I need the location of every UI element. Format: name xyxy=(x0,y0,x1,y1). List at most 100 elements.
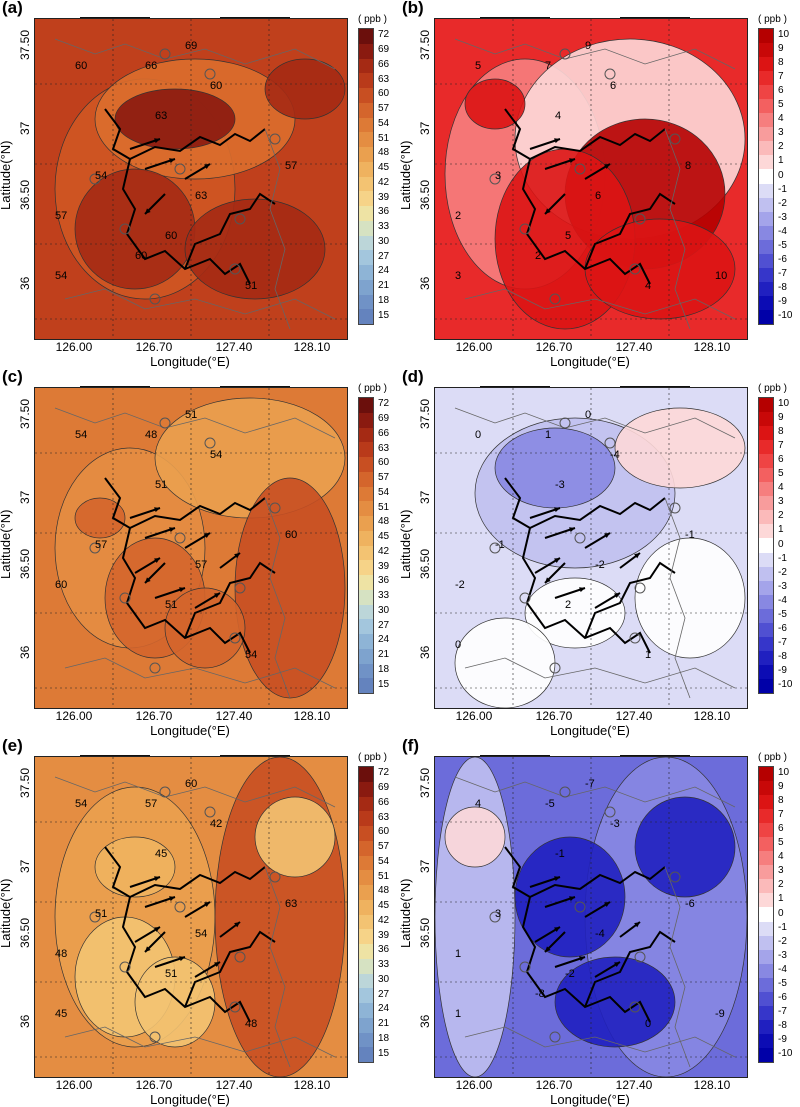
colorbar-tick-label: 63 xyxy=(378,442,390,454)
colorbar-segment xyxy=(359,29,373,44)
colorbar-tick-label: 9 xyxy=(778,781,784,793)
contour-label: -2 xyxy=(595,559,605,571)
contour-label: 51 xyxy=(185,409,197,421)
wind-arrow xyxy=(144,896,176,908)
wind-arrow xyxy=(544,158,576,170)
wind-arrow xyxy=(544,931,566,953)
x-tick-label: 126.00 xyxy=(455,709,493,723)
colorbar-tick-label: 10 xyxy=(778,29,790,41)
colorbar-segment xyxy=(359,767,373,782)
contour-label: 8 xyxy=(685,160,691,172)
y-tick-text: 37 xyxy=(418,859,432,873)
colorbar-tick-label: -7 xyxy=(778,1005,787,1017)
station-marker xyxy=(159,48,171,60)
colorbar-segment xyxy=(759,496,773,511)
colorbar-segment xyxy=(359,944,373,959)
colorbar-tick-label: -9 xyxy=(778,295,787,307)
contour-label: 66 xyxy=(145,60,157,72)
colorbar-tick-label: 33 xyxy=(378,221,390,233)
colorbar-tick-label: 57 xyxy=(378,472,390,484)
region-boundary xyxy=(504,477,651,654)
colorbar-unit: ( ppb ) xyxy=(358,383,387,394)
colorbar-segment xyxy=(759,309,773,324)
colorbar-segment xyxy=(759,99,773,114)
province-boundary xyxy=(664,866,691,1068)
colorbar-tick-label: 1 xyxy=(778,893,784,905)
station-marker xyxy=(204,806,216,818)
region-boundary xyxy=(129,128,266,160)
y-tick-text: 37.50 xyxy=(418,398,432,429)
colorbar-segment xyxy=(759,622,773,637)
wind-arrow xyxy=(619,552,641,569)
colorbar-unit: ( ppb ) xyxy=(758,383,787,394)
contour-label: 48 xyxy=(245,1018,257,1030)
station-marker xyxy=(519,961,531,973)
colorbar-segment xyxy=(759,524,773,539)
panel-letter: (f) xyxy=(402,736,419,755)
colorbar-tick-label: -10 xyxy=(778,309,793,321)
colorbar-tick-label: 0 xyxy=(778,907,784,919)
wind-arrow xyxy=(129,138,161,150)
contour-label: 45 xyxy=(155,848,167,860)
contour-label: -7 xyxy=(585,778,595,790)
x-tick-label: 127.40 xyxy=(215,709,253,723)
station-marker xyxy=(269,871,281,883)
colorbar-segment xyxy=(759,893,773,908)
colorbar-segment xyxy=(359,885,373,900)
colorbar-unit: ( ppb ) xyxy=(358,14,387,25)
colorbar-tick-label: 57 xyxy=(378,103,390,115)
colorbar-segment xyxy=(359,427,373,443)
contour-label: 51 xyxy=(165,968,177,980)
x-tick-label: 128.10 xyxy=(293,340,331,354)
region-boundary xyxy=(104,846,251,1023)
wind-arrow xyxy=(529,507,561,519)
colorbar-tick-label: -9 xyxy=(778,1033,787,1045)
colorbar-tick-label: 54 xyxy=(378,486,390,498)
colorbar-strip xyxy=(758,28,774,325)
colorbar-segment xyxy=(759,183,773,198)
y-axis-label-text: Latitude(°N) xyxy=(398,140,413,210)
x-tick-label: 126.70 xyxy=(135,340,173,354)
station-marker xyxy=(489,173,501,185)
y-axis-label-text: Latitude(°N) xyxy=(0,140,13,210)
contour-map: 54 51 48 45 42 57 60 63 54 51 48 45 xyxy=(34,756,348,1078)
x-tick-label: 126.00 xyxy=(55,340,93,354)
colorbar-tick-label: 42 xyxy=(378,914,390,926)
y-tick-text: 37 xyxy=(18,490,32,504)
colorbar-tick-label: -2 xyxy=(778,935,787,947)
panel-d: (d) 0 -1 -2 -3 -4 1 0 -1 -2 2 1 0 Latitude(°N) 36 36.50… xyxy=(398,367,800,738)
colorbar-segment xyxy=(359,663,373,679)
x-tick-label: 126.00 xyxy=(455,1078,493,1092)
panel-letter: (c) xyxy=(2,367,23,386)
colorbar-segment xyxy=(759,253,773,268)
wind-arrow xyxy=(544,562,566,584)
x-tick-label: 126.70 xyxy=(135,1078,173,1092)
province-boundary xyxy=(54,776,336,808)
contour-label: 48 xyxy=(55,948,67,960)
colorbar-segment xyxy=(759,538,773,553)
contour-label: 51 xyxy=(165,599,177,611)
y-tick-text: 37.50 xyxy=(18,767,32,798)
province-boundary xyxy=(64,1026,336,1058)
colorbar-tick-label: 7 xyxy=(778,440,784,452)
contour-band xyxy=(74,497,126,539)
colorbar-segment xyxy=(759,1033,773,1048)
contour-label: 3 xyxy=(495,170,501,182)
region-boundary xyxy=(184,930,276,1008)
station-marker xyxy=(269,133,281,145)
contour-label: 48 xyxy=(145,429,157,441)
colorbar-segment xyxy=(759,664,773,679)
colorbar-segment xyxy=(759,580,773,595)
station-marker xyxy=(89,542,101,554)
contour-label: 54 xyxy=(195,928,207,940)
colorbar-tick-label: 1 xyxy=(778,524,784,536)
station-marker xyxy=(174,163,186,175)
x-tick-label: 128.10 xyxy=(693,1078,731,1092)
colorbar-tick-label: -7 xyxy=(778,636,787,648)
station-marker xyxy=(149,293,161,305)
colorbar-segment xyxy=(359,604,373,620)
colorbar-segment xyxy=(359,43,373,59)
contour-label: 54 xyxy=(75,429,87,441)
colorbar-segment xyxy=(759,239,773,254)
region-boundary xyxy=(529,497,666,529)
